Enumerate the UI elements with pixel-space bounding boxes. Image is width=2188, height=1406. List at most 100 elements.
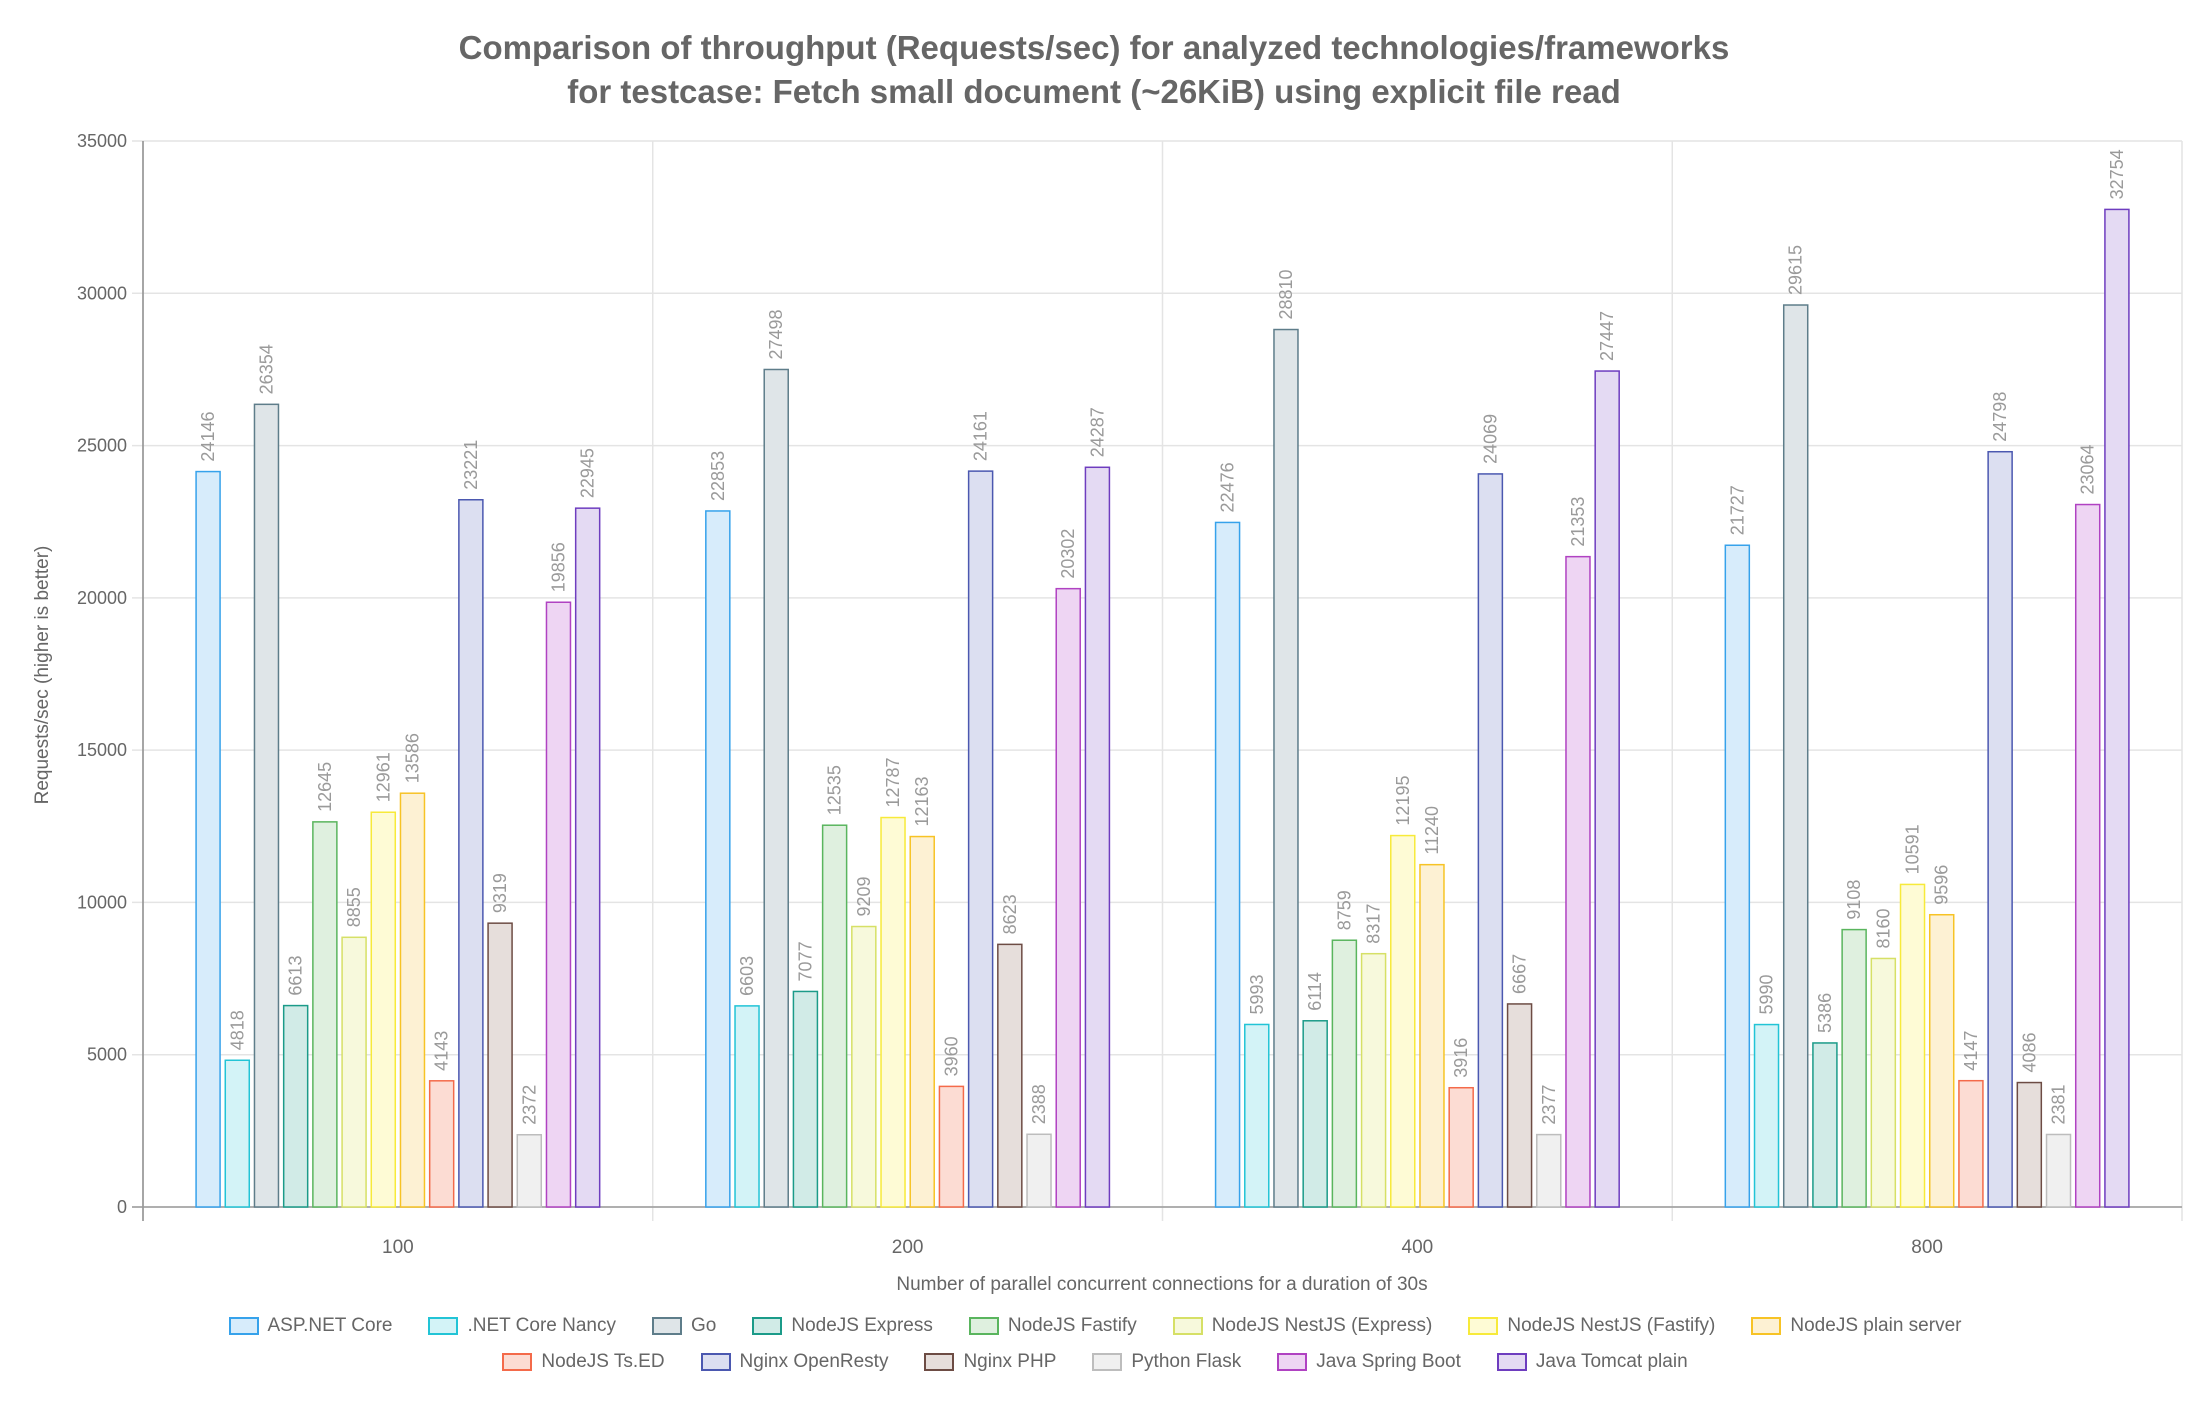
bar <box>1724 544 1751 1208</box>
y-tick-label: 10000 <box>77 892 127 912</box>
bar <box>1899 883 1926 1208</box>
bar <box>1448 1086 1474 1208</box>
legend-item[interactable]: Nginx OpenResty <box>700 1350 888 1374</box>
y-tick-label: 25000 <box>77 436 127 456</box>
bar <box>1987 450 2013 1208</box>
x-tick-label: 100 <box>382 1237 414 1258</box>
legend-swatch <box>502 1353 533 1371</box>
bar-value-label: 6114 <box>1305 972 1325 1011</box>
y-axis-title: Requests/sec (higher is better) <box>32 546 53 805</box>
legend-swatch <box>1277 1353 1308 1371</box>
bar <box>370 811 397 1208</box>
bar <box>487 922 513 1208</box>
bar <box>1870 957 1897 1208</box>
bar-value-label: 26354 <box>256 344 276 394</box>
legend-label: NodeJS Express <box>791 1315 933 1336</box>
bar <box>909 835 935 1208</box>
bar-value-label: 2372 <box>519 1085 539 1125</box>
legend-swatch <box>924 1353 955 1371</box>
bar <box>997 943 1023 1208</box>
bar-value-label: 24287 <box>1087 407 1107 457</box>
bar-value-label: 24146 <box>198 412 218 462</box>
legend-item[interactable]: ASP.NET Core <box>228 1314 392 1338</box>
bar-value-label: 29615 <box>1786 245 1806 295</box>
bar <box>1360 952 1387 1208</box>
legend-item[interactable]: NodeJS Fastify <box>968 1314 1137 1338</box>
bar-value-label: 12787 <box>883 757 903 807</box>
legend-item[interactable]: NodeJS NestJS (Fastify) <box>1468 1314 1715 1338</box>
legend-label: .NET Core Nancy <box>467 1315 616 1336</box>
bar <box>851 925 877 1208</box>
bar <box>428 1080 455 1208</box>
bar-value-label: 22853 <box>708 451 728 501</box>
bar <box>1958 1079 1984 1208</box>
legend-item[interactable]: NodeJS Ts.ED <box>502 1350 665 1374</box>
bar <box>1841 928 1867 1208</box>
bar <box>705 510 731 1208</box>
legend-label: Nginx PHP <box>963 1351 1057 1372</box>
legend-item[interactable]: NodeJS Express <box>752 1314 933 1338</box>
bar-value-label: 32754 <box>2107 149 2127 199</box>
y-tick-label: 20000 <box>77 588 127 608</box>
x-tick-label: 800 <box>1911 1237 1943 1258</box>
bar <box>763 368 789 1208</box>
legend-item[interactable]: Python Flask <box>1092 1350 1241 1374</box>
legend-item[interactable]: Java Tomcat plain <box>1496 1350 1688 1374</box>
bars <box>195 208 2130 1208</box>
bar-value-label: 22945 <box>578 448 598 498</box>
bar <box>1782 304 1809 1208</box>
legend-swatch <box>1092 1353 1123 1371</box>
bar <box>282 1004 309 1208</box>
legend-swatch <box>700 1353 731 1371</box>
legend-item[interactable]: .NET Core Nancy <box>428 1314 616 1338</box>
legend-label: NodeJS NestJS (Fastify) <box>1507 1315 1716 1336</box>
legend-item[interactable]: Go <box>652 1314 716 1338</box>
bar-value-label: 24798 <box>1990 392 2010 442</box>
legend-label: NodeJS Ts.ED <box>541 1351 665 1372</box>
bar <box>224 1059 251 1208</box>
bar <box>1026 1133 1052 1208</box>
legend-item[interactable]: Nginx PHP <box>924 1350 1056 1374</box>
bar <box>516 1134 543 1208</box>
chart-title: Comparison of throughput (Requests/sec) … <box>0 26 2188 114</box>
bar <box>312 821 338 1208</box>
bar-value-label: 12645 <box>315 762 335 812</box>
bar <box>967 470 994 1208</box>
bar-value-label: 5990 <box>1757 975 1777 1015</box>
bar <box>1244 1023 1270 1208</box>
bar <box>399 792 426 1208</box>
legend-item[interactable]: Java Spring Boot <box>1277 1350 1461 1374</box>
bar <box>1214 521 1241 1208</box>
bar-value-label: 5993 <box>1247 974 1267 1014</box>
y-tick-label: 30000 <box>77 283 127 303</box>
y-tick-label: 5000 <box>87 1045 127 1065</box>
bar-value-label: 24161 <box>971 411 991 461</box>
bar <box>1390 834 1416 1208</box>
bar <box>195 470 221 1208</box>
bar <box>2045 1133 2072 1208</box>
bar-value-label: 12535 <box>825 765 845 815</box>
bar-value-label: 9596 <box>1932 865 1952 905</box>
bar-value-label: 21727 <box>1727 485 1747 535</box>
bar-value-label: 28810 <box>1276 269 1296 319</box>
legend-item[interactable]: NodeJS plain server <box>1751 1314 1961 1338</box>
bar-value-label: 12961 <box>373 752 393 802</box>
bar <box>1477 473 1504 1208</box>
y-tick-label: 0 <box>117 1197 127 1217</box>
bar <box>1055 587 1081 1208</box>
bar <box>821 824 848 1208</box>
bar-value-label: 22476 <box>1218 462 1238 512</box>
bar-value-label: 20302 <box>1058 529 1078 579</box>
x-tick-label: 200 <box>892 1237 924 1258</box>
legend-swatch <box>752 1317 783 1335</box>
bar-value-label: 8160 <box>1873 908 1893 948</box>
legend-label: Java Spring Boot <box>1316 1351 1461 1372</box>
bar <box>792 990 819 1208</box>
bar-value-label: 6603 <box>737 956 757 996</box>
bar-value-label: 6613 <box>286 956 306 996</box>
bar <box>458 499 484 1208</box>
bar-value-label: 4143 <box>432 1031 452 1071</box>
bar-value-label: 2377 <box>1539 1085 1559 1125</box>
legend-item[interactable]: NodeJS NestJS (Express) <box>1172 1314 1432 1338</box>
bar-value-label: 9209 <box>854 876 874 916</box>
